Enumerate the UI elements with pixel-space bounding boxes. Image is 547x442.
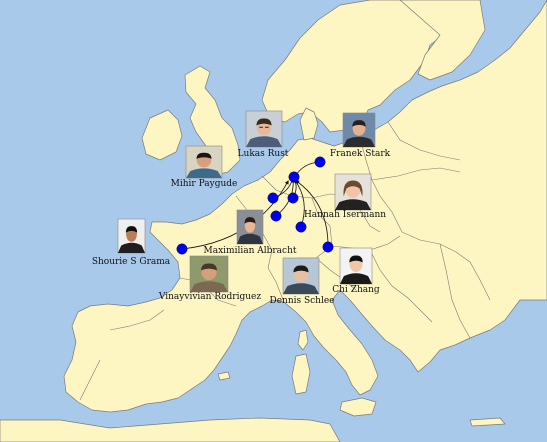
corsica	[297, 329, 309, 351]
person-name-label: Dennis Schlee	[269, 296, 334, 306]
man-portrait-icon	[236, 209, 264, 245]
north-africa	[0, 417, 341, 442]
sardinia	[291, 353, 311, 395]
man-portrait-icon	[185, 145, 223, 179]
ireland	[141, 109, 183, 161]
location-marker[interactable]	[314, 156, 326, 168]
location-marker[interactable]	[288, 171, 300, 183]
person-name-label: Franek Stark	[330, 149, 391, 159]
location-markers	[176, 156, 334, 255]
finland	[399, 0, 486, 81]
person-name-label: Mihir Paygude	[171, 179, 238, 189]
mainland-europe	[63, 0, 547, 413]
man-portrait-icon	[282, 257, 320, 295]
man-portrait-icon	[117, 218, 146, 254]
arrow-chi-zhang	[295, 180, 329, 248]
people-layer: Lukas Rust Franek Stark Mihir Paygude Hanna…	[92, 110, 391, 306]
man-outdoor-portrait-icon	[189, 255, 229, 293]
man-portrait-icon	[342, 112, 376, 148]
man-portrait-icon	[339, 247, 373, 285]
location-marker[interactable]	[287, 192, 299, 204]
person-name-label: Lukas Rust	[238, 149, 289, 159]
sicily	[339, 397, 377, 417]
location-marker[interactable]	[270, 210, 282, 222]
crete	[469, 417, 506, 427]
man-with-glasses-portrait-icon	[245, 110, 283, 148]
location-marker[interactable]	[295, 221, 307, 233]
woman-portrait-icon	[334, 173, 372, 211]
location-marker[interactable]	[176, 243, 188, 255]
person-name-label: Maximilian Albracht	[204, 246, 297, 256]
person-name-label: Chi Zhang	[332, 285, 380, 295]
location-marker[interactable]	[322, 241, 334, 253]
balearic-islands	[217, 371, 231, 381]
person-name-label: Vinayvivian Rodriguez	[158, 292, 261, 302]
denmark	[299, 107, 319, 141]
person-name-label: Hannah Isermann	[304, 210, 386, 220]
location-marker[interactable]	[267, 192, 279, 204]
person-name-label: Shourie S Grama	[92, 257, 171, 267]
